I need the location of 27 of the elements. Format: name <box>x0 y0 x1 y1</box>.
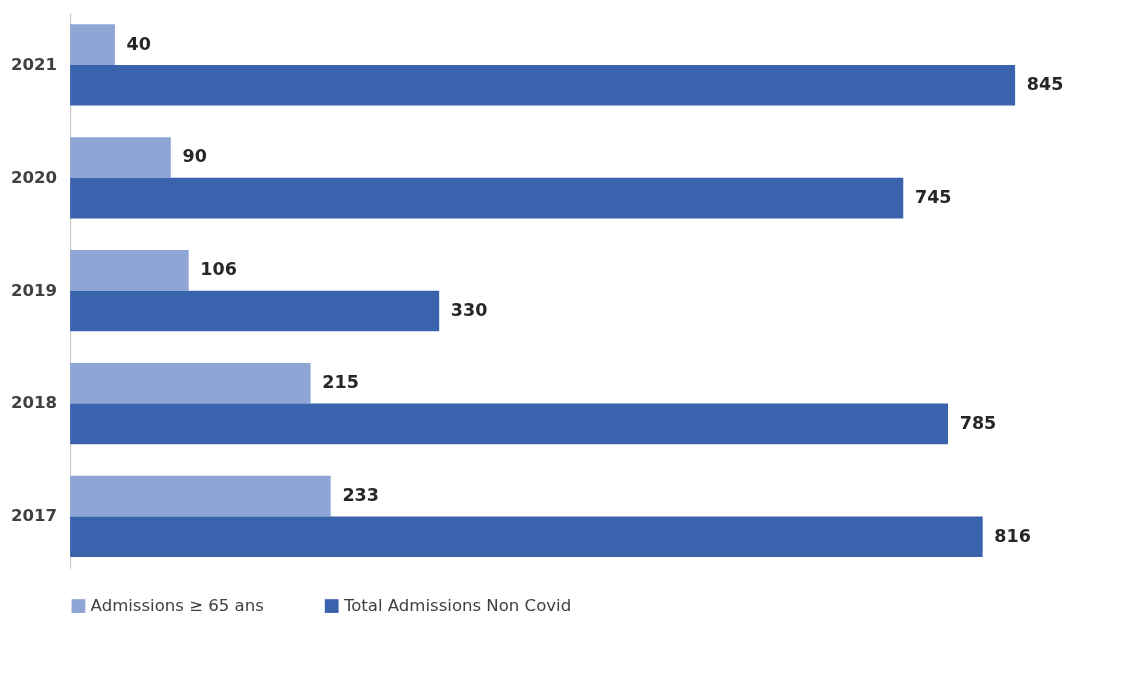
bar <box>70 64 1016 106</box>
data-label: 90 <box>182 146 207 167</box>
y-tick-label: 2017 <box>10 506 57 526</box>
bar <box>70 290 440 332</box>
data-label: 816 <box>994 525 1031 546</box>
bar <box>70 475 331 517</box>
bar <box>70 250 189 291</box>
bar <box>70 516 983 558</box>
bar <box>70 137 171 178</box>
data-label: 215 <box>322 372 359 393</box>
legend-label: Admissions ≥ 65 ans <box>90 595 264 615</box>
data-label: 845 <box>1026 74 1064 95</box>
data-label: 106 <box>200 259 237 280</box>
y-tick-label: 2018 <box>10 393 57 413</box>
bar <box>70 362 311 404</box>
y-tick-label: 2019 <box>10 280 57 300</box>
data-label: 745 <box>914 186 952 207</box>
y-tick-label: 2021 <box>10 54 57 74</box>
bar <box>70 177 904 219</box>
bar <box>70 403 948 445</box>
data-label: 233 <box>342 484 379 505</box>
data-label: 330 <box>450 299 488 320</box>
y-tick-label: 2020 <box>10 167 57 187</box>
bar <box>70 24 115 65</box>
legend-label: Total Admissions Non Covid <box>342 595 572 615</box>
data-label: 785 <box>959 412 997 433</box>
data-label: 40 <box>126 33 151 54</box>
